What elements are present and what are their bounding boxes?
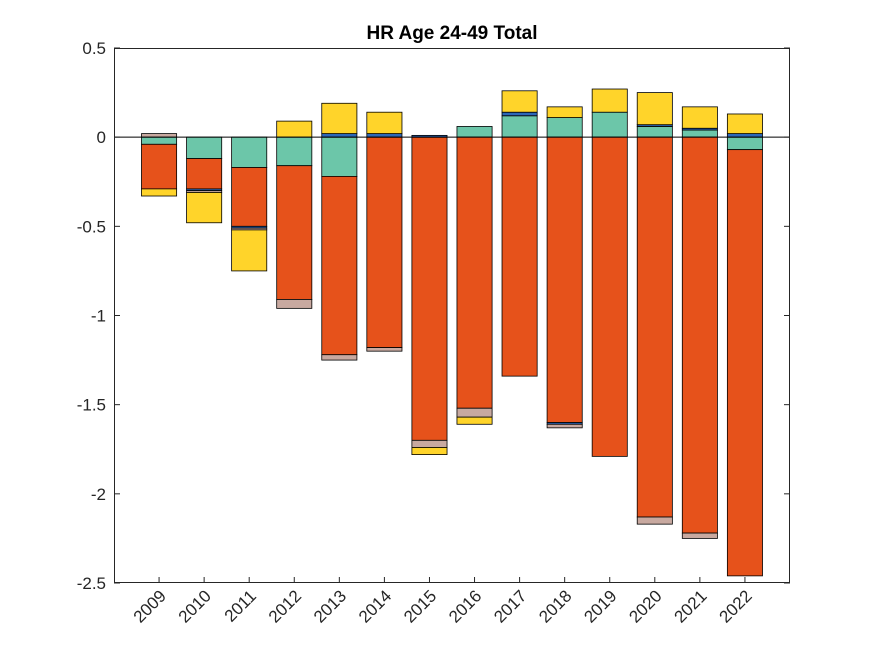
bar-segment-2010-s1 (186, 136, 223, 159)
y-tick-label: -1 (91, 307, 106, 326)
y-tick-label: 0.5 (82, 39, 106, 58)
bar-segment-2017-s3 (501, 111, 538, 117)
bar-segment-2015-s2 (411, 136, 448, 441)
bars-layer (141, 88, 763, 577)
bar-segment-2009-s1 (141, 136, 178, 145)
bar-segment-2014-s4 (366, 347, 403, 352)
bar-segment-2021-s5 (681, 106, 718, 129)
bar-segment-2010-s2 (186, 158, 223, 190)
bar-segment-2020-s1 (636, 126, 673, 138)
bar-segment-2022-s2 (726, 149, 763, 577)
bar-segment-2012-s1 (276, 136, 313, 167)
bar-segment-2022-s3 (726, 133, 763, 138)
bar-segment-2019-s5 (591, 88, 628, 113)
bar-segment-2020-s5 (636, 92, 673, 126)
bar-segment-2018-s1 (546, 117, 583, 138)
bar-segment-2016-s1 (456, 126, 493, 138)
y-tick-label: -0.5 (77, 217, 106, 236)
bar-segment-2009-s5 (141, 188, 178, 197)
y-axis: 0.5 0 -0.5 -1 -1.5 -2 -2.5 (77, 39, 790, 593)
bar-segment-2013-s3 (321, 133, 358, 138)
bar-segment-2009-s2 (141, 143, 178, 190)
bar-segment-2012-s2 (276, 165, 313, 300)
bar-segment-2021-s4 (681, 532, 718, 539)
bar-segment-2016-s2 (456, 136, 493, 409)
bar-segment-2011-s1 (231, 136, 268, 168)
bar-segment-2012-s5 (276, 120, 313, 138)
bar-segment-2016-s5 (456, 416, 493, 425)
y-tick-label: -1.5 (77, 396, 106, 415)
bar-segment-2018-s4 (546, 423, 583, 429)
bar-segment-2013-s1 (321, 136, 358, 177)
bar-segment-2016-s4 (456, 407, 493, 418)
bar-segment-2014-s2 (366, 136, 403, 348)
bar-segment-2011-s5 (231, 229, 268, 272)
bar-segment-2013-s4 (321, 354, 358, 361)
y-tick-label: -2 (91, 485, 106, 504)
bar-segment-2015-s4 (411, 439, 448, 448)
bar-segment-2015-s5 (411, 447, 448, 456)
bar-segment-2019-s1 (591, 111, 628, 138)
bar-segment-2014-s3 (366, 133, 403, 138)
chart-title: HR Age 24-49 Total (366, 23, 537, 44)
bar-segment-2021-s2 (681, 136, 718, 534)
bar-segment-2020-s4 (636, 516, 673, 525)
bar-segment-2020-s2 (636, 136, 673, 518)
bar-segment-2010-s5 (186, 192, 223, 224)
bar-segment-2018-s2 (546, 136, 583, 423)
bar-segment-2022-s5 (726, 113, 763, 135)
bar-segment-2022-s1 (726, 136, 763, 151)
bar-segment-2013-s5 (321, 102, 358, 134)
bar-segment-2012-s4 (276, 299, 313, 309)
y-tick-label: 0 (97, 128, 106, 147)
bar-segment-2017-s1 (501, 115, 538, 138)
bar-segment-2011-s2 (231, 167, 268, 227)
bar-segment-2017-s2 (501, 136, 538, 377)
y-tick-label: -2.5 (77, 574, 106, 593)
bar-segment-2014-s5 (366, 111, 403, 134)
bar-segment-2021-s1 (681, 129, 718, 138)
bar-segment-2017-s5 (501, 90, 538, 113)
bar-segment-2009-s4 (141, 133, 178, 138)
bar-segment-2019-s2 (591, 136, 628, 457)
bar-segment-2013-s2 (321, 175, 358, 356)
bar-segment-2018-s5 (546, 106, 583, 118)
